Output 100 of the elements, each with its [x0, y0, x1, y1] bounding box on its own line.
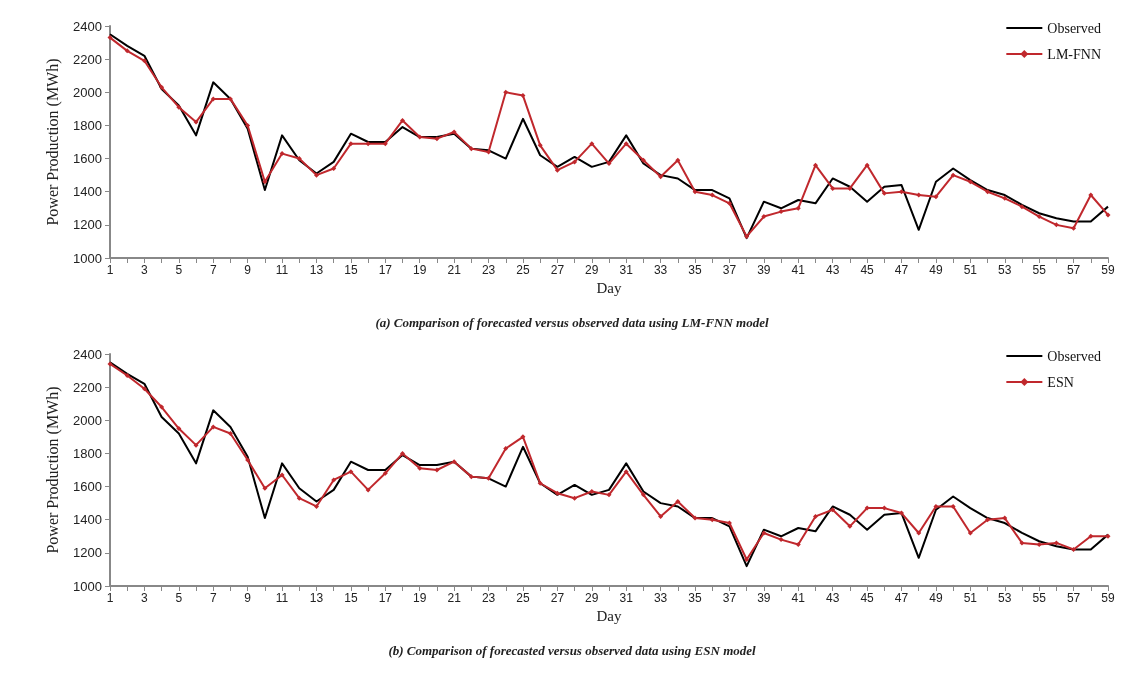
x-tick-label: 51 — [963, 263, 978, 277]
point — [623, 469, 629, 475]
point — [313, 503, 319, 509]
point — [537, 142, 543, 148]
point — [726, 200, 732, 206]
point — [1071, 225, 1077, 231]
point — [675, 498, 681, 504]
x-axis-title: Day — [596, 608, 622, 625]
y-tick-label: 2200 — [73, 379, 102, 395]
x-tick-label: 47 — [894, 591, 909, 605]
point — [1019, 540, 1025, 546]
x-tick-label: 41 — [791, 591, 806, 605]
x-tick-label: 29 — [585, 263, 599, 277]
point — [1002, 195, 1008, 201]
x-tick-label: 27 — [550, 591, 565, 605]
x-tick-label: 29 — [585, 591, 599, 605]
x-tick-label: 39 — [757, 591, 771, 605]
x-tick-label: 35 — [688, 263, 703, 277]
point — [692, 189, 698, 195]
point — [1002, 515, 1008, 521]
point — [503, 89, 509, 95]
point — [382, 141, 388, 147]
x-tick-label: 49 — [929, 263, 943, 277]
x-tick-label: 7 — [209, 591, 217, 605]
point — [933, 194, 939, 200]
x-tick-label: 21 — [447, 263, 462, 277]
point — [468, 146, 474, 152]
point — [520, 93, 526, 99]
point — [262, 485, 268, 491]
y-tick-label: 2200 — [73, 51, 102, 67]
point — [468, 474, 474, 480]
x-tick-label: 55 — [1032, 263, 1047, 277]
point — [1036, 214, 1042, 220]
text: (a) Comparison of forecasted versus observed data using LM-FNN model — [375, 315, 769, 330]
y-tick-label: 1600 — [73, 479, 102, 495]
point — [778, 537, 784, 543]
x-tick-label: 45 — [860, 591, 875, 605]
x-tick-label: 43 — [826, 263, 840, 277]
point — [417, 134, 423, 140]
point — [985, 189, 991, 195]
x-tick-label: 57 — [1066, 263, 1081, 277]
x-tick-label: 43 — [826, 591, 840, 605]
point — [245, 122, 251, 128]
point — [331, 477, 337, 483]
point — [726, 520, 732, 526]
point — [434, 467, 440, 473]
point — [520, 434, 526, 440]
point — [141, 58, 147, 64]
point — [451, 129, 457, 135]
x-tick-label: 7 — [209, 263, 217, 277]
x-tick-label: 33 — [653, 263, 668, 277]
x-tick-label: 3 — [141, 263, 149, 277]
x-tick-label: 15 — [344, 263, 358, 277]
point — [916, 192, 922, 198]
point — [864, 505, 870, 511]
x-tick-label: 19 — [413, 591, 427, 605]
x-tick-label: 25 — [516, 591, 530, 605]
point — [761, 214, 767, 220]
point — [486, 475, 492, 481]
x-tick-label: 15 — [344, 591, 358, 605]
y-tick-label: 2000 — [73, 84, 102, 100]
x-tick-label: 49 — [929, 591, 943, 605]
x-tick-label: 1 — [106, 591, 114, 605]
point — [572, 495, 578, 501]
point — [640, 157, 646, 163]
point — [296, 156, 302, 162]
y-tick-label: 2000 — [73, 412, 102, 428]
point — [503, 445, 509, 451]
legend-label: Observed — [1047, 348, 1102, 364]
point — [623, 141, 629, 147]
point — [709, 517, 715, 523]
point — [296, 495, 302, 501]
point — [950, 503, 956, 509]
point — [193, 119, 199, 125]
point — [365, 487, 371, 493]
point — [176, 104, 182, 110]
point — [589, 141, 595, 147]
point — [262, 179, 268, 185]
point — [107, 361, 113, 367]
point — [1105, 212, 1111, 218]
x-tick-label: 27 — [550, 263, 565, 277]
point — [451, 459, 457, 465]
x-tick-label: 55 — [1032, 591, 1047, 605]
point — [417, 465, 423, 471]
point — [382, 470, 388, 476]
point — [744, 233, 750, 239]
point — [434, 136, 440, 142]
point — [864, 162, 870, 168]
point — [881, 190, 887, 196]
point — [761, 530, 767, 536]
x-tick-label: 59 — [1101, 263, 1115, 277]
point — [899, 189, 905, 195]
point — [847, 185, 853, 191]
x-tick-label: 45 — [860, 263, 875, 277]
point — [778, 209, 784, 215]
point — [812, 162, 818, 168]
y-tick-label: 1600 — [73, 151, 102, 167]
point — [107, 35, 113, 41]
point — [589, 489, 595, 495]
point — [1019, 204, 1025, 210]
